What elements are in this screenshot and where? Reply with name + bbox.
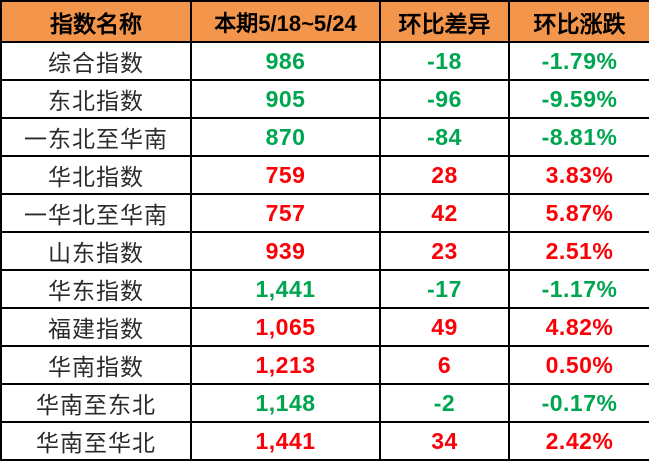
table-body: 综合指数 986 -18 -1.79% 东北指数 905 -96 -9.59% 一东北至华南 87… [0,41,649,461]
cell-current-value: 1,148 [190,383,381,423]
column-header-difference: 环比差异 [379,0,510,43]
cell-current-value: 1,213 [190,345,381,385]
table-row: 综合指数 986 -18 -1.79% [0,41,649,81]
table-row: 华南至华北 1,441 34 2.42% [0,421,649,461]
cell-change-pct: -9.59% [508,79,649,119]
cell-current-value: 905 [190,79,381,119]
cell-change-pct: 4.82% [508,307,649,347]
cell-difference: -84 [379,117,510,157]
cell-difference: -17 [379,269,510,309]
cell-change-pct: -0.17% [508,383,649,423]
cell-index-name: 华南至华北 [0,421,192,461]
table-row: 华南指数 1,213 6 0.50% [0,345,649,385]
cell-change-pct: -1.17% [508,269,649,309]
cell-current-value: 1,441 [190,421,381,461]
cell-difference: 6 [379,345,510,385]
cell-index-name: 福建指数 [0,307,192,347]
cell-difference: 42 [379,193,510,233]
cell-index-name: 综合指数 [0,41,192,81]
cell-index-name: 华南指数 [0,345,192,385]
cell-index-name: 华南至东北 [0,383,192,423]
cell-index-name: 一东北至华南 [0,117,192,157]
cell-index-name: 华东指数 [0,269,192,309]
table-row: 华东指数 1,441 -17 -1.17% [0,269,649,309]
cell-current-value: 757 [190,193,381,233]
table-row: 一东北至华南 870 -84 -8.81% [0,117,649,157]
cell-change-pct: -8.81% [508,117,649,157]
cell-difference: 23 [379,231,510,271]
header-row: 指数名称 本期5/18~5/24 环比差异 环比涨跌 [0,0,649,43]
cell-current-value: 939 [190,231,381,271]
cell-current-value: 1,065 [190,307,381,347]
cell-current-value: 1,441 [190,269,381,309]
cell-index-name: 一华北至华南 [0,193,192,233]
cell-current-value: 759 [190,155,381,195]
column-header-change-pct: 环比涨跌 [508,0,649,43]
cell-difference: -2 [379,383,510,423]
column-header-current-period: 本期5/18~5/24 [190,0,381,43]
cell-current-value: 870 [190,117,381,157]
cell-index-name: 华北指数 [0,155,192,195]
cell-difference: -96 [379,79,510,119]
cell-current-value: 986 [190,41,381,81]
table-row: 华南至东北 1,148 -2 -0.17% [0,383,649,423]
cell-difference: 28 [379,155,510,195]
cell-index-name: 东北指数 [0,79,192,119]
cell-difference: -18 [379,41,510,81]
table-row: 一华北至华南 757 42 5.87% [0,193,649,233]
cell-change-pct: 3.83% [508,155,649,195]
cell-change-pct: -1.79% [508,41,649,81]
cell-change-pct: 5.87% [508,193,649,233]
table-row: 山东指数 939 23 2.51% [0,231,649,271]
column-header-index-name: 指数名称 [0,0,192,43]
cell-difference: 49 [379,307,510,347]
table-row: 华北指数 759 28 3.83% [0,155,649,195]
table-row: 福建指数 1,065 49 4.82% [0,307,649,347]
cell-change-pct: 0.50% [508,345,649,385]
table-row: 东北指数 905 -96 -9.59% [0,79,649,119]
cell-index-name: 山东指数 [0,231,192,271]
table-header: 指数名称 本期5/18~5/24 环比差异 环比涨跌 [0,0,649,43]
cell-difference: 34 [379,421,510,461]
cell-change-pct: 2.42% [508,421,649,461]
cell-change-pct: 2.51% [508,231,649,271]
